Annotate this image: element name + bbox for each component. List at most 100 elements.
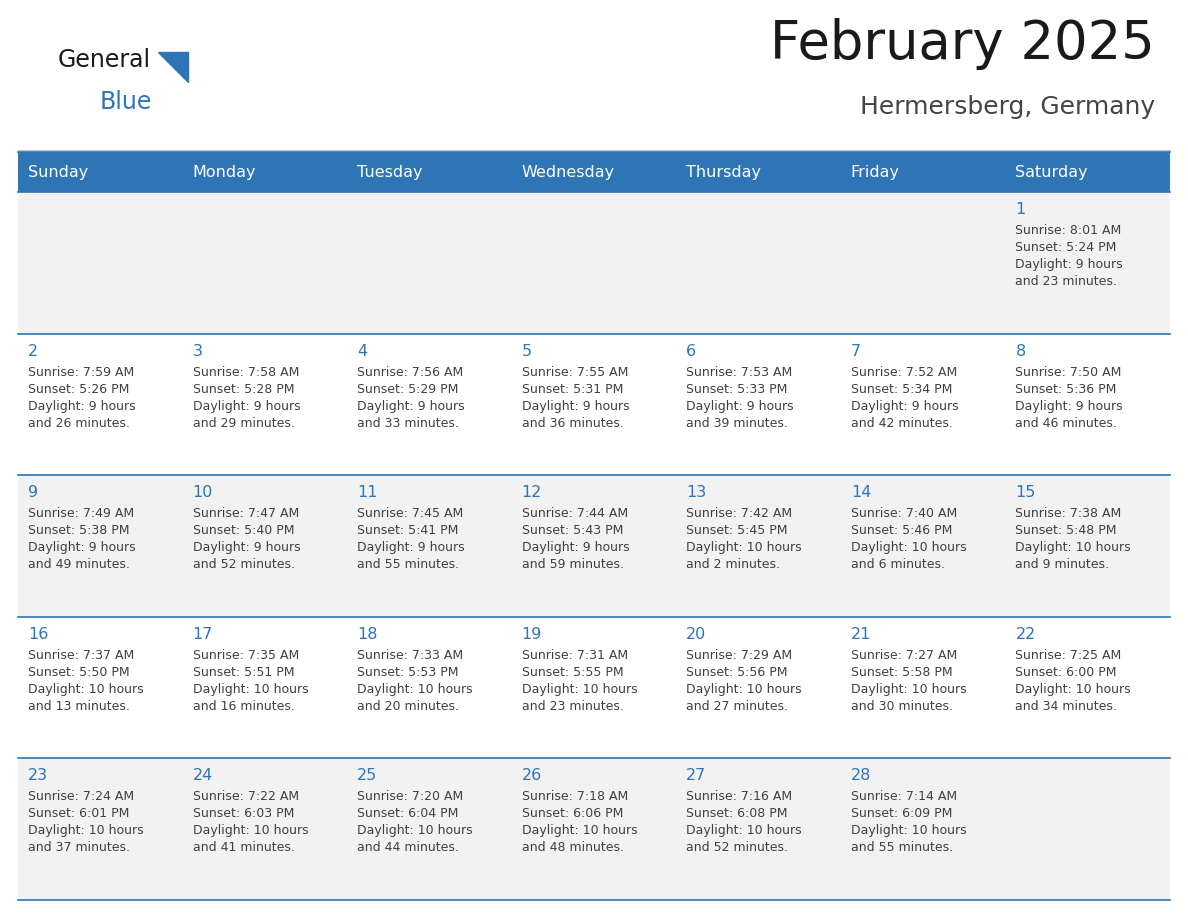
Text: 3: 3	[192, 343, 203, 359]
Text: and 46 minutes.: and 46 minutes.	[1016, 417, 1117, 430]
Text: 5: 5	[522, 343, 532, 359]
Text: 24: 24	[192, 768, 213, 783]
Text: and 48 minutes.: and 48 minutes.	[522, 842, 624, 855]
Text: 6: 6	[687, 343, 696, 359]
Text: 11: 11	[358, 486, 378, 500]
Text: Daylight: 9 hours: Daylight: 9 hours	[522, 542, 630, 554]
Text: Sunrise: 7:40 AM: Sunrise: 7:40 AM	[851, 508, 958, 521]
Text: Sunset: 5:36 PM: Sunset: 5:36 PM	[1016, 383, 1117, 396]
Text: and 36 minutes.: and 36 minutes.	[522, 417, 624, 430]
Text: 10: 10	[192, 486, 213, 500]
Text: and 52 minutes.: and 52 minutes.	[192, 558, 295, 571]
Text: Sunset: 5:48 PM: Sunset: 5:48 PM	[1016, 524, 1117, 537]
Text: Daylight: 9 hours: Daylight: 9 hours	[1016, 258, 1123, 271]
Text: 7: 7	[851, 343, 861, 359]
Text: Sunset: 5:55 PM: Sunset: 5:55 PM	[522, 666, 624, 678]
Text: Sunset: 5:34 PM: Sunset: 5:34 PM	[851, 383, 953, 396]
Text: Sunset: 5:51 PM: Sunset: 5:51 PM	[192, 666, 295, 678]
Text: Daylight: 10 hours: Daylight: 10 hours	[358, 683, 473, 696]
Text: Sunset: 5:50 PM: Sunset: 5:50 PM	[29, 666, 129, 678]
Text: and 37 minutes.: and 37 minutes.	[29, 842, 129, 855]
Text: Daylight: 10 hours: Daylight: 10 hours	[687, 683, 802, 696]
Text: 15: 15	[1016, 486, 1036, 500]
Text: Sunset: 5:56 PM: Sunset: 5:56 PM	[687, 666, 788, 678]
Text: Wednesday: Wednesday	[522, 164, 615, 180]
Text: and 13 minutes.: and 13 minutes.	[29, 700, 129, 712]
Text: Sunrise: 7:58 AM: Sunrise: 7:58 AM	[192, 365, 299, 378]
Text: Sunset: 5:31 PM: Sunset: 5:31 PM	[522, 383, 623, 396]
Text: Sunset: 5:46 PM: Sunset: 5:46 PM	[851, 524, 953, 537]
Text: 20: 20	[687, 627, 707, 642]
Text: Sunset: 5:40 PM: Sunset: 5:40 PM	[192, 524, 295, 537]
Text: 22: 22	[1016, 627, 1036, 642]
Text: Daylight: 10 hours: Daylight: 10 hours	[192, 824, 308, 837]
Text: and 9 minutes.: and 9 minutes.	[1016, 558, 1110, 571]
Text: Sunrise: 7:37 AM: Sunrise: 7:37 AM	[29, 649, 134, 662]
Text: Sunset: 5:38 PM: Sunset: 5:38 PM	[29, 524, 129, 537]
Text: Daylight: 9 hours: Daylight: 9 hours	[358, 542, 465, 554]
Text: Daylight: 10 hours: Daylight: 10 hours	[29, 824, 144, 837]
Text: Sunrise: 7:49 AM: Sunrise: 7:49 AM	[29, 508, 134, 521]
Text: 13: 13	[687, 486, 707, 500]
Text: Sunset: 5:43 PM: Sunset: 5:43 PM	[522, 524, 623, 537]
Bar	[18, 152, 1170, 192]
Text: 28: 28	[851, 768, 871, 783]
Bar	[18, 758, 1170, 900]
Text: Sunrise: 7:47 AM: Sunrise: 7:47 AM	[192, 508, 299, 521]
Text: Daylight: 10 hours: Daylight: 10 hours	[522, 824, 637, 837]
Text: Saturday: Saturday	[1016, 164, 1088, 180]
Text: Thursday: Thursday	[687, 164, 762, 180]
Text: 17: 17	[192, 627, 213, 642]
Text: Sunset: 6:08 PM: Sunset: 6:08 PM	[687, 808, 788, 821]
Text: and 26 minutes.: and 26 minutes.	[29, 417, 129, 430]
Text: 23: 23	[29, 768, 49, 783]
Text: Sunrise: 7:53 AM: Sunrise: 7:53 AM	[687, 365, 792, 378]
Text: 18: 18	[358, 627, 378, 642]
Text: and 44 minutes.: and 44 minutes.	[358, 842, 459, 855]
Text: Daylight: 10 hours: Daylight: 10 hours	[851, 824, 967, 837]
Text: 1: 1	[1016, 202, 1025, 217]
Text: and 55 minutes.: and 55 minutes.	[358, 558, 460, 571]
Text: and 34 minutes.: and 34 minutes.	[1016, 700, 1117, 712]
Text: and 49 minutes.: and 49 minutes.	[29, 558, 129, 571]
Text: Daylight: 9 hours: Daylight: 9 hours	[358, 399, 465, 412]
Text: Daylight: 10 hours: Daylight: 10 hours	[29, 683, 144, 696]
Text: Daylight: 10 hours: Daylight: 10 hours	[687, 542, 802, 554]
Text: and 52 minutes.: and 52 minutes.	[687, 842, 789, 855]
Text: Sunrise: 7:50 AM: Sunrise: 7:50 AM	[1016, 365, 1121, 378]
Text: Sunrise: 7:24 AM: Sunrise: 7:24 AM	[29, 790, 134, 803]
Text: Sunrise: 7:42 AM: Sunrise: 7:42 AM	[687, 508, 792, 521]
Text: Daylight: 10 hours: Daylight: 10 hours	[522, 683, 637, 696]
Text: Daylight: 10 hours: Daylight: 10 hours	[192, 683, 308, 696]
Text: Sunrise: 7:22 AM: Sunrise: 7:22 AM	[192, 790, 298, 803]
Text: Sunset: 5:41 PM: Sunset: 5:41 PM	[358, 524, 459, 537]
Text: Sunset: 6:06 PM: Sunset: 6:06 PM	[522, 808, 623, 821]
Text: Sunset: 6:04 PM: Sunset: 6:04 PM	[358, 808, 459, 821]
Text: and 6 minutes.: and 6 minutes.	[851, 558, 944, 571]
Text: 27: 27	[687, 768, 707, 783]
Text: and 30 minutes.: and 30 minutes.	[851, 700, 953, 712]
Text: and 55 minutes.: and 55 minutes.	[851, 842, 953, 855]
Text: Sunset: 5:58 PM: Sunset: 5:58 PM	[851, 666, 953, 678]
Text: Daylight: 9 hours: Daylight: 9 hours	[851, 399, 959, 412]
Text: 19: 19	[522, 627, 542, 642]
Bar	[18, 617, 1170, 758]
Text: Sunrise: 7:35 AM: Sunrise: 7:35 AM	[192, 649, 299, 662]
Text: Sunset: 5:26 PM: Sunset: 5:26 PM	[29, 383, 129, 396]
Text: Monday: Monday	[192, 164, 257, 180]
Text: Sunrise: 7:44 AM: Sunrise: 7:44 AM	[522, 508, 627, 521]
Text: 4: 4	[358, 343, 367, 359]
Text: Sunset: 6:09 PM: Sunset: 6:09 PM	[851, 808, 953, 821]
Text: Daylight: 10 hours: Daylight: 10 hours	[358, 824, 473, 837]
Text: February 2025: February 2025	[770, 18, 1155, 70]
Text: Daylight: 9 hours: Daylight: 9 hours	[29, 399, 135, 412]
Text: Sunset: 6:03 PM: Sunset: 6:03 PM	[192, 808, 293, 821]
Text: Sunset: 5:28 PM: Sunset: 5:28 PM	[192, 383, 295, 396]
Text: 26: 26	[522, 768, 542, 783]
Text: Sunrise: 7:18 AM: Sunrise: 7:18 AM	[522, 790, 628, 803]
Text: Daylight: 9 hours: Daylight: 9 hours	[192, 399, 301, 412]
Text: Friday: Friday	[851, 164, 899, 180]
Text: Sunrise: 7:38 AM: Sunrise: 7:38 AM	[1016, 508, 1121, 521]
Text: Sunrise: 8:01 AM: Sunrise: 8:01 AM	[1016, 224, 1121, 237]
Text: and 23 minutes.: and 23 minutes.	[522, 700, 624, 712]
